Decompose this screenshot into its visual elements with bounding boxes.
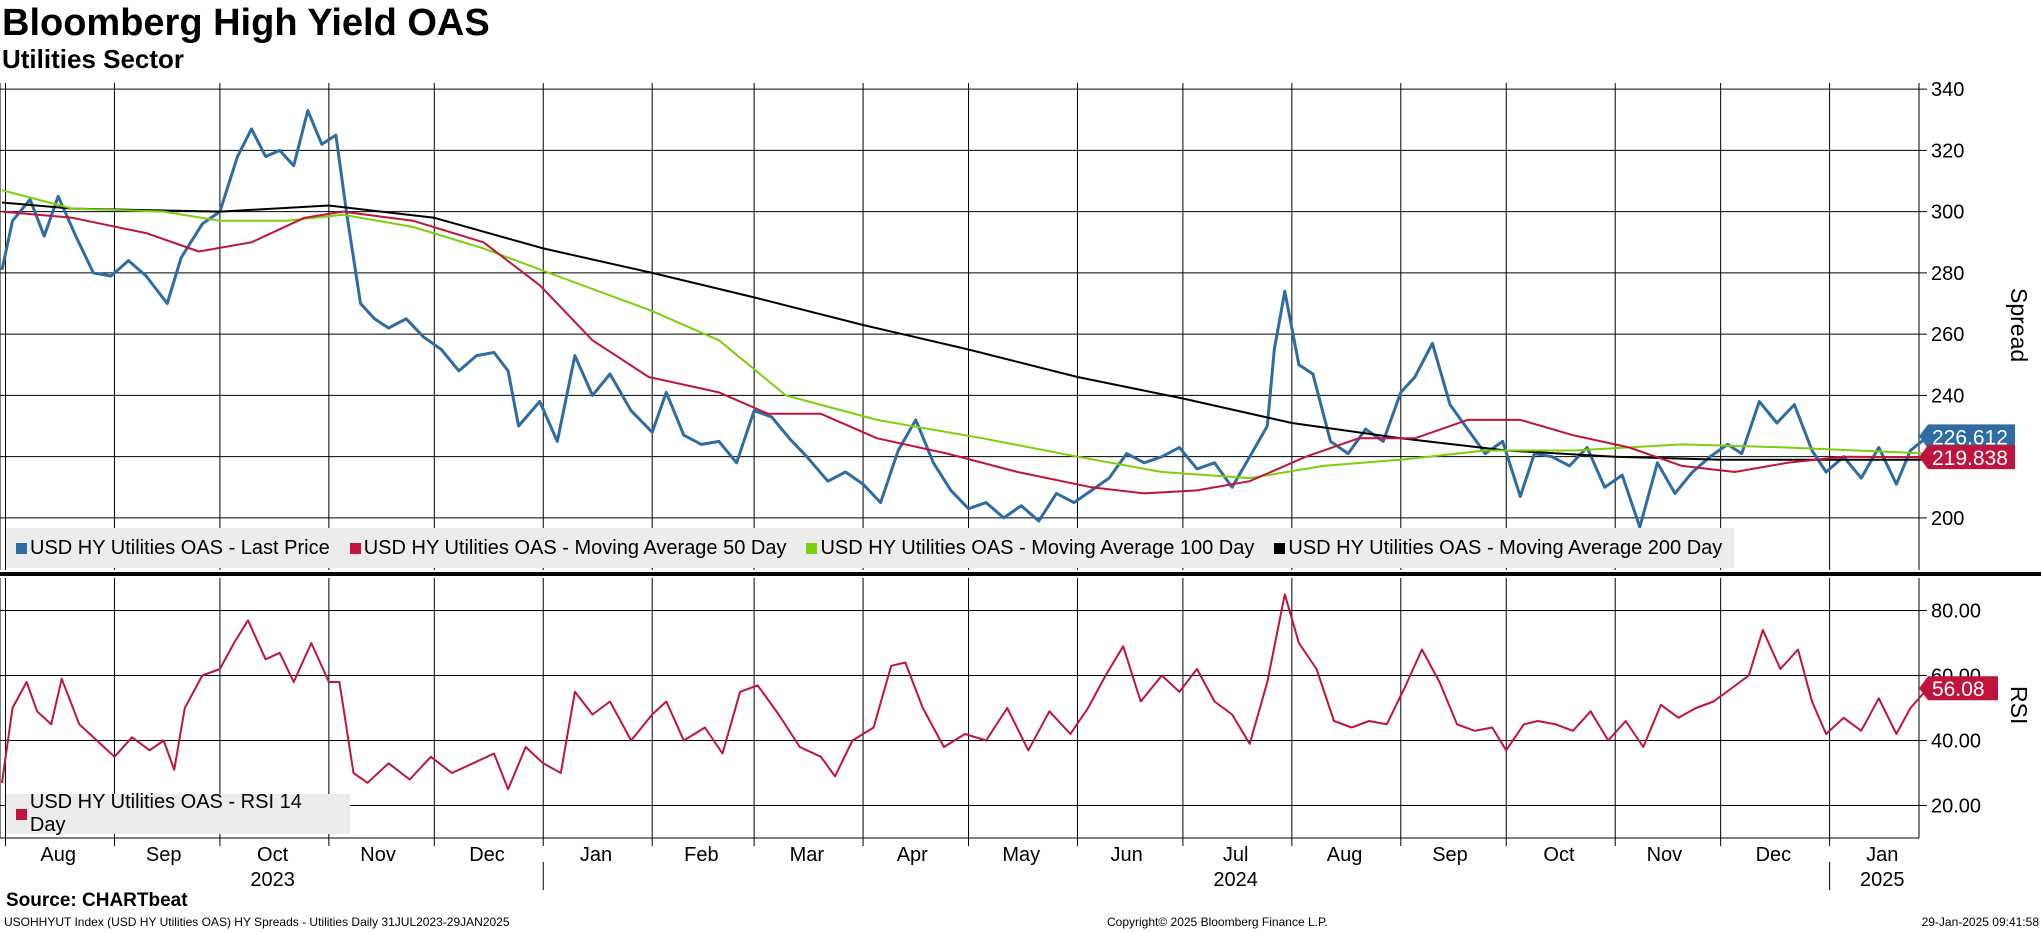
legend-swatch-rsi	[16, 808, 27, 820]
panel-0-last-value-label-1: 219.838	[1932, 447, 2008, 470]
legend-label-last-price: USD HY Utilities OAS - Last Price	[30, 536, 330, 559]
footer-copyright: Copyright© 2025 Bloomberg Finance L.P.	[1107, 915, 1328, 929]
legend-label-ma100: USD HY Utilities OAS - Moving Average 10…	[820, 536, 1255, 559]
panel-1-series-line-0	[1, 593, 1929, 791]
panel-0-series-line-0	[0, 109, 1929, 529]
x-year-label-2: 2025	[1860, 869, 1905, 891]
panel-0-ytick-label-6: 320	[1931, 140, 1964, 162]
rsi-axis-title: RSI	[2006, 686, 2032, 725]
x-month-label-16: Dec	[1756, 844, 1792, 866]
panel-1-ytick-label-3: 80.00	[1931, 601, 1981, 623]
footer-timestamp: 29-Jan-2025 09:41:58	[1921, 915, 2039, 929]
legend-item-ma50: USD HY Utilities OAS - Moving Average 50…	[349, 536, 787, 560]
panel-0-last-value-tag-0	[1919, 424, 2015, 449]
panel-0-ytick-label-0: 200	[1931, 508, 1964, 530]
chart-subtitle: Utilities Sector	[2, 44, 185, 74]
legend-swatch-last-price	[16, 542, 27, 554]
x-month-label-9: May	[1002, 844, 1040, 866]
panel-0-ytick-label-7: 340	[1931, 79, 1964, 101]
legend-label-rsi: USD HY Utilities OAS - RSI 14 Day	[29, 791, 302, 836]
x-month-label-2: Oct	[257, 844, 289, 866]
footer-index-description: USOHHYUT Index (USD HY Utilities OAS) HY…	[4, 915, 510, 929]
panel-1-ytick-label-0: 20.00	[1931, 796, 1981, 818]
panel-0-ytick-label-2: 240	[1931, 385, 1964, 407]
legend-item-ma200: USD HY Utilities OAS - Moving Average 20…	[1274, 537, 1722, 560]
spread-legend: USD HY Utilities OAS - Last Price USD HY…	[6, 528, 1734, 568]
panel-0-ytick-label-3: 260	[1931, 324, 1964, 346]
x-month-label-15: Nov	[1647, 844, 1683, 866]
legend-item-ma100: USD HY Utilities OAS - Moving Average 10…	[806, 537, 1254, 560]
x-month-label-7: Mar	[790, 844, 825, 866]
x-month-label-6: Feb	[684, 844, 718, 866]
x-month-label-10: Jun	[1111, 844, 1143, 866]
x-month-label-4: Dec	[469, 844, 505, 866]
legend-label-ma50: USD HY Utilities OAS - Moving Average 50…	[363, 536, 787, 559]
spread-axis-title: Spread	[2006, 288, 2032, 363]
panel-0-last-value-label-0: 226.612	[1932, 426, 2008, 449]
x-month-label-17: Jan	[1866, 844, 1898, 866]
legend-swatch-ma200	[1274, 542, 1286, 554]
panel-0-series-line-3	[1, 201, 1928, 461]
panel-0-series-line-1	[1, 210, 1929, 495]
x-month-label-5: Jan	[580, 844, 612, 866]
legend-swatch-ma100	[806, 542, 818, 554]
x-year-label-0: 2023	[250, 869, 295, 891]
x-month-label-11: Jul	[1223, 844, 1249, 866]
chart-title: Bloomberg High Yield OAS	[2, 2, 490, 44]
panel-1-last-value-label-0: 56.08	[1932, 678, 1985, 701]
legend-item-rsi: USD HY Utilities OAS - RSI 14 Day	[16, 791, 340, 837]
x-month-label-1: Sep	[146, 844, 182, 866]
panel-0-last-value-tag-1	[1919, 445, 2015, 470]
x-month-label-8: Apr	[897, 844, 928, 866]
panel-0-ytick-label-5: 300	[1931, 202, 1964, 224]
panel-1-ytick-label-1: 40.00	[1931, 731, 1981, 753]
x-month-label-13: Sep	[1432, 844, 1468, 866]
legend-item-last-price: USD HY Utilities OAS - Last Price	[16, 537, 330, 560]
panel-0-ytick-label-4: 280	[1931, 263, 1964, 285]
x-month-label-12: Aug	[1327, 844, 1363, 866]
rsi-legend: USD HY Utilities OAS - RSI 14 Day	[6, 791, 350, 837]
x-month-label-3: Nov	[360, 844, 396, 866]
legend-swatch-ma50	[349, 542, 361, 554]
x-month-label-0: Aug	[40, 844, 76, 866]
x-month-label-14: Oct	[1543, 844, 1575, 866]
legend-label-ma200: USD HY Utilities OAS - Moving Average 20…	[1288, 536, 1723, 559]
panel-1-last-value-tag-0	[1919, 676, 1998, 701]
source-note: Source: CHARTbeat	[6, 890, 188, 911]
x-year-label-1: 2024	[1213, 869, 1258, 891]
panel-0-series-line-2	[1, 189, 1929, 480]
